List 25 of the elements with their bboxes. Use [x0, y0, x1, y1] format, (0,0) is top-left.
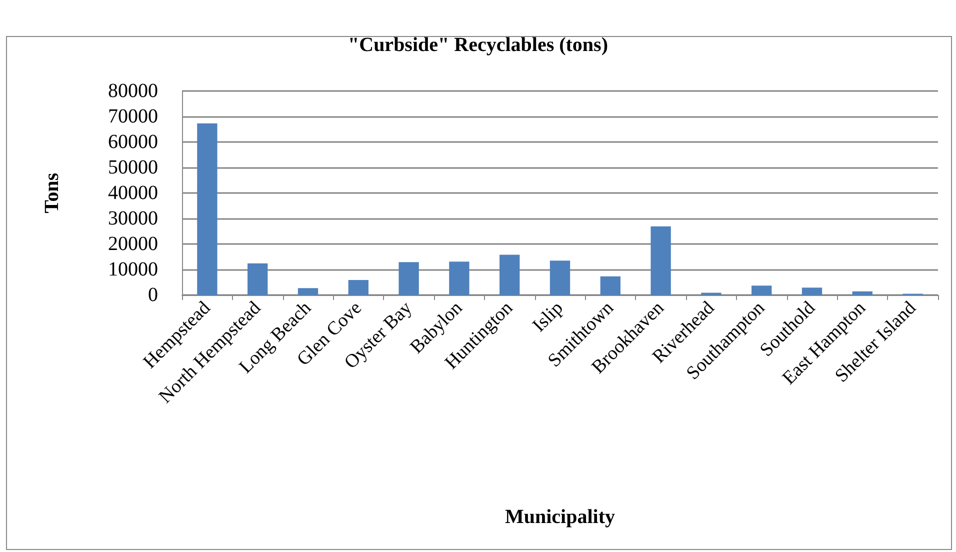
bar	[550, 260, 570, 295]
y-tick-label: 80000	[108, 80, 158, 102]
y-tick-label: 50000	[108, 156, 158, 178]
y-tick-label: 30000	[108, 208, 158, 230]
bar	[298, 288, 318, 295]
bar	[449, 262, 470, 295]
bar	[852, 291, 872, 295]
bar	[802, 288, 822, 295]
y-tick-label: 40000	[108, 182, 158, 204]
bar	[348, 280, 368, 295]
bar	[398, 262, 419, 295]
y-tick-label: 20000	[108, 233, 158, 255]
y-tick-label: 70000	[108, 106, 158, 128]
x-axis-title: Municipality	[504, 506, 616, 528]
y-tick-label: 0	[148, 284, 158, 306]
bar	[650, 226, 671, 295]
y-axis-title: Tons	[41, 172, 63, 214]
bar	[600, 276, 620, 295]
bar	[752, 286, 772, 295]
bar	[500, 254, 520, 295]
bar	[248, 263, 268, 295]
bar	[197, 123, 218, 295]
y-tick-label: 60000	[108, 131, 158, 153]
y-tick-label: 10000	[108, 258, 158, 280]
chart-title: "Curbside" Recyclables (tons)	[348, 34, 608, 56]
